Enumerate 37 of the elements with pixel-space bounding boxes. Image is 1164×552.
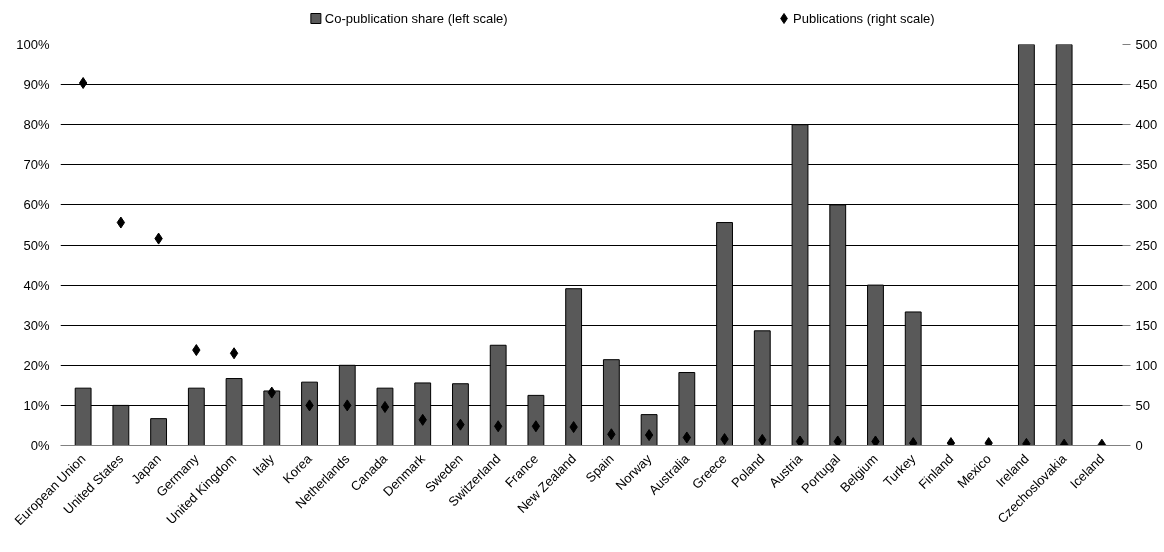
y-tick-label: 20%: [23, 357, 50, 373]
y-tick-label: 100%: [16, 37, 50, 52]
y-tick-label: 40%: [23, 277, 50, 293]
y-tick-label: 30%: [23, 317, 50, 333]
y-tick-label: 50%: [23, 237, 50, 253]
y-tick-label: 60%: [23, 197, 50, 213]
y-tick-label: 0%: [30, 438, 50, 453]
point: [229, 347, 239, 360]
y2-tick-label: 450: [1135, 77, 1158, 93]
y-tick-label: 90%: [23, 77, 50, 93]
legend-label: Co-publication share (left scale): [324, 11, 508, 26]
y2-tick-label: 50: [1135, 397, 1150, 413]
y2-tick-label: 350: [1135, 157, 1158, 173]
y-tick-label: 10%: [23, 397, 50, 413]
point: [909, 437, 918, 446]
y2-tick-label: 400: [1135, 117, 1158, 133]
y-tick-label: 70%: [23, 157, 50, 173]
y2-tick-label: 0: [1135, 438, 1143, 453]
point: [78, 77, 88, 89]
point: [984, 437, 993, 446]
y2-tick-label: 200: [1135, 277, 1158, 293]
point: [116, 216, 126, 229]
y2-tick-label: 150: [1135, 317, 1158, 333]
x-tick-label: Italy: [249, 450, 278, 479]
y-tick-label: 80%: [23, 117, 50, 133]
point: [871, 435, 880, 446]
y2-tick-label: 100: [1135, 357, 1158, 373]
y2-tick-label: 250: [1135, 237, 1158, 253]
y2-tick-label: 300: [1135, 197, 1158, 213]
y2-tick-label: 500: [1135, 37, 1158, 52]
point: [946, 437, 956, 446]
point: [795, 435, 805, 446]
point: [833, 435, 842, 446]
point: [531, 420, 541, 433]
point: [380, 401, 390, 413]
legend-label: Publications (right scale): [793, 11, 935, 26]
bar: [150, 418, 168, 446]
